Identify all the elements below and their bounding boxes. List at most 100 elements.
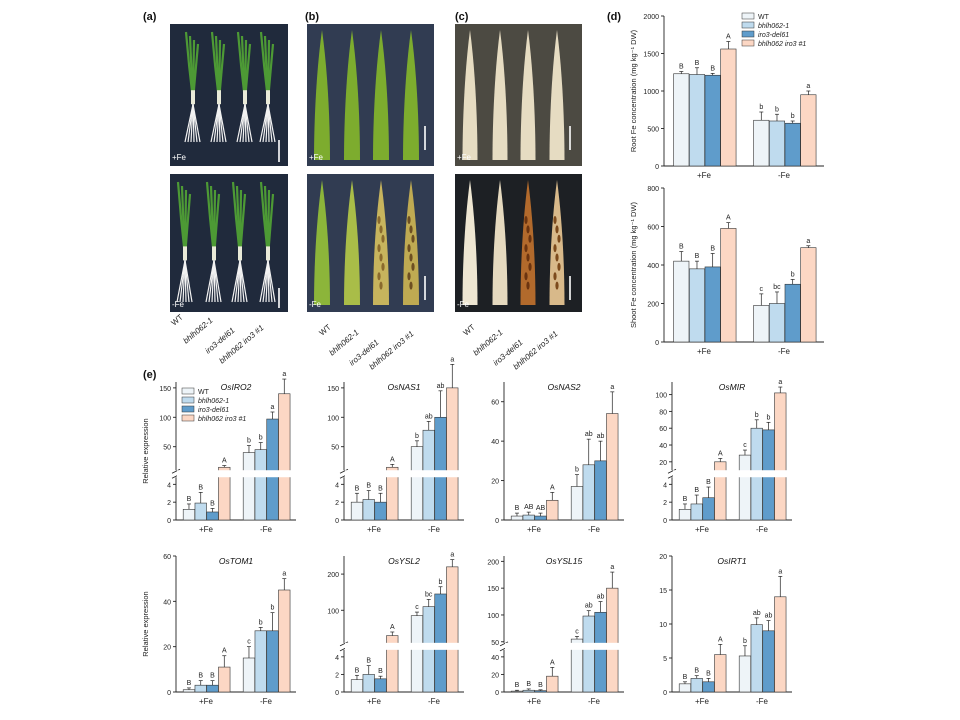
significance-letter: bc [773,284,781,291]
y-tick-label: 150 [487,586,499,593]
leaf-b-minus-3 [403,180,419,305]
significance-letter: b [439,579,443,586]
significance-letter: a [778,379,782,386]
leaf-c-plus-0 [462,30,478,160]
y-tick-label: 1000 [643,89,659,96]
bar [242,452,256,521]
leaf-spot [555,281,559,290]
bar [534,690,547,693]
significance-letter: B [694,487,699,494]
bar [362,674,375,693]
bar [350,501,364,521]
x-tick-label: -Fe [428,697,441,706]
leaf-spot [528,262,532,271]
significance-letter: ab [585,603,593,610]
leaf-c-minus-0 [462,180,478,305]
significance-letter: B [694,668,699,675]
leaf-spot [411,234,415,243]
chart-title: OsIRT1 [717,556,746,566]
significance-letter: B [515,505,520,512]
x-tick-label: +Fe [367,697,382,706]
panel-letter-a: (a) [143,11,157,23]
bar [446,387,459,521]
legend-swatch [741,21,755,29]
y-tick-label: 40 [659,443,667,450]
bar [266,630,279,693]
y-tick-label: 150 [159,386,171,393]
bar [546,675,559,693]
leaf-blade [549,30,565,160]
legend-swatch [741,30,755,38]
leaf-spot [407,272,411,281]
y-tick-label: 0 [495,690,499,697]
bar [738,454,752,521]
legend-swatch [741,39,755,47]
leaf-blade [520,30,536,160]
leaf-spot [555,253,559,262]
panel-letter-d: (d) [607,11,622,23]
leaf-b-minus-2 [373,180,389,305]
y-tick-label: 60 [163,554,171,561]
legend-swatch [181,396,195,404]
leaf-blade [373,180,389,305]
bar [522,514,535,521]
significance-letter: ab [437,383,445,390]
y-tick-label: 20 [163,645,171,652]
leaf-b-plus-2 [373,30,389,160]
y-tick-label: 400 [647,263,659,270]
bar [374,678,387,693]
bar [784,283,801,343]
significance-letter: B [538,682,543,689]
y-tick-label: 2000 [643,14,659,21]
significance-letter: B [355,485,360,492]
bar [800,247,817,343]
bar [194,502,207,521]
significance-letter: b [259,435,263,442]
y-axis-label: Root Fe concentration (mg kg⁻¹ DW) [629,29,638,152]
x-tick-label: -Fe [588,697,601,706]
leaf-spot [411,262,415,271]
legend-label: bhlh062 iro3 #1 [758,41,806,48]
y-tick-label: 100 [327,608,339,615]
y-tick-label: 200 [327,572,339,579]
y-tick-label: 500 [647,127,659,134]
chart-d-shoot: 0 200 400 600 800 B B B A +Fe c bc b a -Fe Shoot Fe con… [629,186,824,356]
axis-break-gap [673,470,793,478]
y-axis-label: Relative expression [141,591,150,656]
leaf-spot [526,281,530,290]
x-tick-label: -Fe [756,525,769,534]
axis-break-mark [339,641,349,647]
leaf-b-plus-0 [314,30,330,160]
bar [582,615,595,693]
leaf-blade [403,30,419,160]
bar [362,499,375,521]
panel-letter-b: (b) [305,11,320,23]
significance-letter: b [775,106,779,113]
significance-letter: A [718,450,723,457]
significance-letter: B [198,673,203,680]
y-tick-label: 2 [335,672,339,679]
y-tick-label: 4 [335,482,339,489]
bar [762,630,775,693]
bar [673,260,690,343]
significance-letter: ab [585,431,593,438]
bar [254,449,267,521]
legend-swatch [181,405,195,413]
y-tick-label: 1500 [643,52,659,59]
y-tick-label: 5 [663,656,667,663]
leaf-spot [377,216,381,224]
significance-letter: A [222,458,227,465]
significance-letter: B [355,667,360,674]
bar [350,679,364,693]
y-tick-label: 40 [491,655,499,662]
root [184,260,193,303]
significance-letter: c [743,442,747,449]
legend-label: iro3-del61 [758,32,789,39]
leaf-spot [524,244,528,253]
y-tick-label: 0 [167,518,171,525]
significance-letter: b [415,433,419,440]
significance-letter: B [710,65,715,72]
